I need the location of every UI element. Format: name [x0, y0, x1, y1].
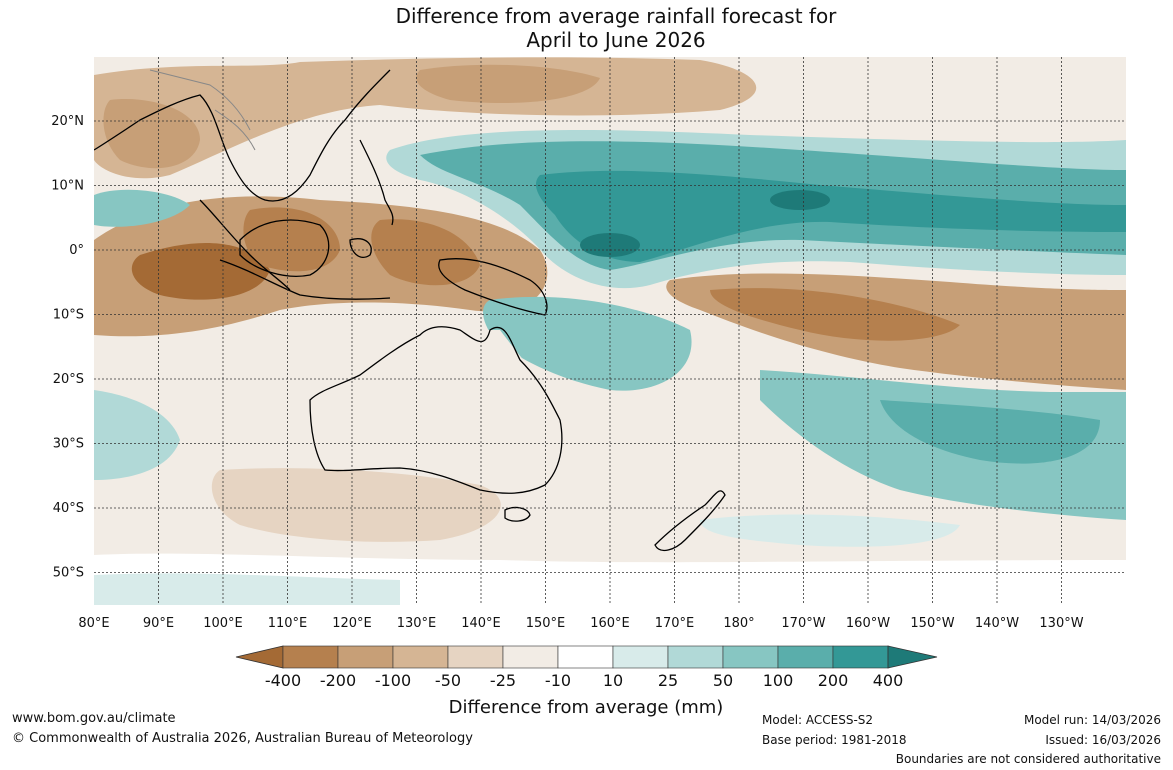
rainfall-anomaly-field	[94, 57, 1126, 605]
southern-light-teal	[94, 573, 400, 605]
southeast-pacific-wet-core	[880, 400, 1100, 464]
colorbar-segment	[337, 645, 394, 669]
map-title-line2: April to June 2026	[526, 28, 706, 52]
colorbar-segment	[832, 645, 889, 669]
colorbar-tick-label: 400	[873, 671, 904, 690]
longitude-labels: 80°E 90°E 100°E 110°E 120°E 130°E 140°E 150°E 16…	[78, 616, 1083, 631]
west-teal-patch	[94, 189, 190, 227]
longitude-label: 100°E	[203, 616, 243, 631]
map-title: Difference from average rainfall forecas…	[0, 4, 1173, 52]
new-guinea-coastline	[438, 258, 548, 316]
longitude-label: 130°W	[1039, 616, 1083, 631]
latitude-label: 40°S	[53, 501, 84, 516]
latitude-label: 30°S	[53, 437, 84, 452]
coastlines	[94, 69, 726, 552]
longitude-label: 140°E	[461, 616, 501, 631]
colorbar-segment	[612, 645, 669, 669]
philippines-coastline	[359, 139, 394, 226]
copyright-text: © Commonwealth of Australia 2026, Austra…	[12, 731, 473, 746]
colorbar-tick-label: -400	[265, 671, 301, 690]
colorbar-tick-labels: -400 -200 -100 -50 -25 -10 10 25 50 100 200 400	[265, 671, 903, 690]
map-title-line1: Difference from average rainfall forecas…	[395, 4, 837, 28]
colorbar-tick-label: -200	[320, 671, 356, 690]
latitude-labels: 20°N 10°N 0° 10°S 20°S 30°S 40°S 50°S	[51, 114, 84, 581]
website-text: www.bom.gov.au/climate	[12, 711, 176, 726]
colorbar-segment	[557, 645, 614, 669]
colorbar-segment	[392, 645, 449, 669]
asia-coastline	[94, 69, 391, 202]
longitude-label: 150°E	[526, 616, 566, 631]
longitude-label: 80°E	[78, 616, 109, 631]
longitude-label: 130°E	[397, 616, 437, 631]
longitude-label: 170°W	[781, 616, 825, 631]
colorbar-tick-label: -100	[375, 671, 411, 690]
new-zealand-coastline	[654, 490, 726, 552]
latitude-label: 0°	[69, 243, 84, 258]
colorbar-segment	[777, 645, 834, 669]
colorbar-tick-label: 50	[713, 671, 733, 690]
coral-sea-wet	[483, 296, 692, 391]
colorbar-high-arrow	[887, 645, 938, 669]
base-period-text: Base period: 1981-2018	[762, 733, 907, 747]
tasman-light-teal	[700, 514, 960, 547]
latitude-label: 20°N	[51, 114, 84, 129]
longitude-label: 110°E	[268, 616, 308, 631]
issued-text: Issued: 16/03/2026	[1045, 733, 1161, 747]
colorbar-tick-label: -50	[435, 671, 461, 690]
colorbar-low-arrow	[235, 645, 284, 669]
sumatra-coastline	[199, 199, 291, 291]
colorbar-tick-label: 25	[658, 671, 678, 690]
latitude-label: 20°S	[53, 372, 84, 387]
australia-near-average	[305, 330, 565, 496]
gridlines	[94, 57, 1126, 605]
colorbar-segment	[667, 645, 724, 669]
extreme-wet-spot-2	[770, 190, 830, 210]
latitude-label: 10°N	[51, 179, 84, 194]
colorbar-tick-label: 100	[763, 671, 794, 690]
pacific-very-wet	[535, 170, 1126, 262]
model-text: Model: ACCESS-S2	[762, 713, 874, 727]
longitude-label: 170°E	[655, 616, 695, 631]
disclaimer-text: Boundaries are not considered authoritat…	[895, 752, 1161, 766]
colorbar-tick-label: -25	[490, 671, 516, 690]
colorbar-segment	[502, 645, 559, 669]
colorbar-segment	[722, 645, 779, 669]
border-line-2	[214, 109, 256, 151]
north-dry-band	[94, 57, 757, 179]
india-dry-patch	[103, 99, 200, 169]
java-coastline	[219, 259, 391, 300]
colorbar-segment	[447, 645, 504, 669]
colorbar-tick-label: 200	[818, 671, 849, 690]
longitude-label: 180°	[723, 616, 754, 631]
border-line-1	[149, 69, 251, 131]
southern-ocean-dry	[211, 468, 501, 542]
colorbar-segment	[282, 645, 339, 669]
longitude-label: 120°E	[332, 616, 372, 631]
latitude-label: 50°S	[53, 566, 84, 581]
borneo-coastline	[239, 219, 330, 277]
north-pacific-dry-patch	[416, 64, 600, 104]
colorbar-tick-label: 10	[603, 671, 623, 690]
colorbar-title: Difference from average (mm)	[449, 697, 724, 718]
australia-coastline	[309, 326, 563, 494]
sulawesi-dry	[371, 219, 480, 286]
longitude-label: 90°E	[143, 616, 174, 631]
model-run-text: Model run: 14/03/2026	[1023, 713, 1161, 727]
longitude-label: 150°W	[910, 616, 954, 631]
latitude-label: 10°S	[53, 308, 84, 323]
longitude-label: 160°E	[590, 616, 630, 631]
longitude-label: 160°W	[846, 616, 890, 631]
country-borders	[149, 69, 256, 151]
longitude-label: 140°W	[975, 616, 1019, 631]
colorbar	[235, 645, 938, 669]
indian-ocean-very-dry	[131, 243, 270, 300]
colorbar-tick-label: -10	[545, 671, 571, 690]
